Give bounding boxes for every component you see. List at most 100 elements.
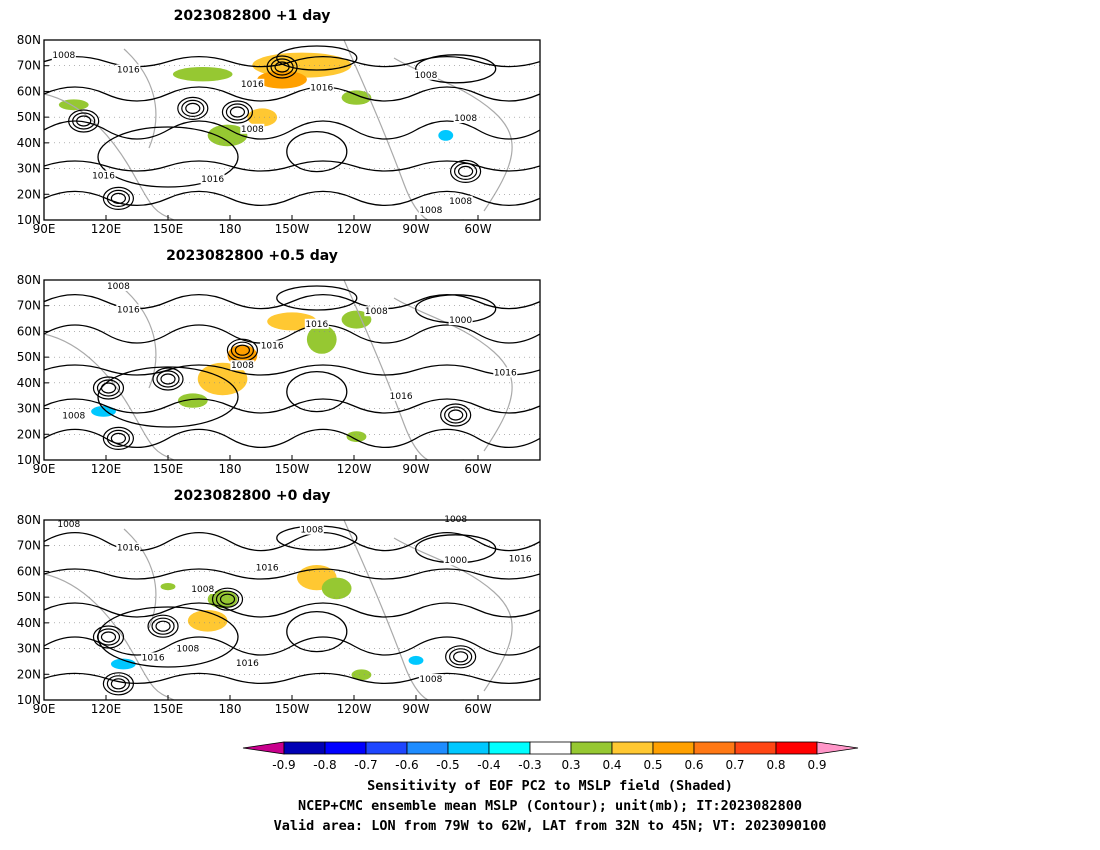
contour-label-bg	[389, 390, 414, 401]
contour-label-bg	[116, 542, 141, 553]
contour-label: 1008	[62, 412, 85, 422]
contour-label: 1016	[117, 65, 140, 75]
closed-isobar	[221, 100, 254, 124]
colorbar-tick-label: 0.5	[643, 758, 662, 772]
closed-isobar	[110, 678, 127, 690]
closed-isobar	[445, 645, 477, 669]
closed-isobar	[97, 606, 239, 668]
closed-isobar	[215, 590, 240, 608]
lat-tick-label: 30N	[17, 162, 41, 176]
closed-isobar	[444, 406, 468, 424]
colorbar: -0.9 -0.8 -0.7 -0.6 -0.5 -0.4 -0.3 0.3 0.4 0.5 0.6…	[242, 741, 859, 772]
closed-isobar	[225, 103, 250, 121]
colorbar-box	[447, 741, 490, 755]
contour-label: 1016	[117, 544, 140, 554]
contour-label-bg	[56, 519, 81, 530]
map-panel: 2023082800 +0 day 1008 1016 1016 1008 1008 100…	[17, 488, 541, 716]
sensitivity-shade	[346, 431, 367, 442]
closed-isobar	[266, 55, 298, 79]
isobar-contour	[44, 86, 540, 102]
lat-tick-label: 30N	[17, 402, 41, 416]
lat-tick-label: 70N	[17, 539, 41, 553]
closed-isobar	[229, 106, 246, 118]
contour-label-bg	[116, 64, 141, 75]
contour-label-bg	[493, 367, 518, 378]
closed-isobar	[147, 614, 179, 638]
panel-title: 2023082800 +1 day	[174, 8, 331, 24]
lon-tick-label: 150W	[275, 462, 310, 476]
closed-isobar	[106, 675, 131, 693]
contour-label-bg	[260, 340, 285, 351]
contour-label: 1016	[494, 368, 517, 378]
lat-tick-label: 10N	[17, 693, 41, 707]
lat-tick-label: 40N	[17, 616, 41, 630]
lon-tick-label: 120E	[91, 462, 122, 476]
sensitivity-shade	[177, 393, 208, 408]
lon-tick-label: 90E	[33, 702, 56, 716]
lat-tick-label: 70N	[17, 59, 41, 73]
sensitivity-shade	[306, 325, 337, 354]
colorbar-tick-label: -0.7	[354, 758, 377, 772]
closed-isobar	[453, 651, 469, 663]
colorbar-tick-label: 0.3	[561, 758, 580, 772]
contour-label-bg	[448, 195, 473, 206]
contour-label-bg	[230, 360, 255, 371]
lat-tick-label: 80N	[17, 33, 41, 47]
contour-label-bg	[453, 113, 478, 123]
lat-tick-label: 80N	[17, 273, 41, 287]
colorbar-tick-label: -0.4	[477, 758, 500, 772]
lon-tick-label: 180	[219, 222, 242, 236]
map-panel: 2023082800 +1 day 1008 1016 1016 1016 1008 100…	[17, 8, 541, 236]
contour-label: 1008	[107, 282, 130, 292]
closed-isobar	[102, 672, 135, 696]
contour-label: 1016	[201, 175, 224, 185]
isobar-contour	[44, 636, 540, 656]
lon-tick-label: 60W	[464, 702, 491, 716]
isobar-contour	[44, 364, 540, 376]
colorbar-box	[693, 741, 736, 755]
closed-isobar	[286, 610, 348, 653]
contour-label-bg	[51, 50, 76, 60]
map-panel: 2023082800 +0.5 day 1008 1016 1016 1008 1016 1…	[17, 248, 541, 476]
contour-label: 1000	[449, 316, 472, 326]
lat-tick-label: 40N	[17, 136, 41, 150]
lon-tick-label: 120E	[91, 702, 122, 716]
lat-tick-label: 50N	[17, 350, 41, 364]
contour-label-bg	[418, 204, 443, 215]
sensitivity-shade	[247, 108, 278, 127]
colorbar-box	[734, 741, 777, 755]
contour-label-bg	[141, 652, 166, 663]
contour-label-bg	[91, 170, 116, 181]
sensitivity-shade	[321, 577, 352, 600]
contour-label: 1016	[256, 563, 279, 573]
colorbar-box	[488, 741, 531, 755]
contour-label: 1016	[236, 659, 259, 669]
contour-label-bg	[413, 69, 438, 80]
coastline	[343, 40, 464, 220]
closed-isobar	[110, 432, 127, 444]
contour-label: 1008	[57, 520, 80, 530]
lon-tick-label: 90W	[402, 462, 429, 476]
contour-label: 1016	[241, 80, 264, 90]
isobar-contour	[44, 672, 540, 684]
contour-label-bg	[190, 584, 215, 594]
colorbar-tick-label: -0.6	[395, 758, 418, 772]
contour-label: 1008	[365, 307, 388, 317]
lat-tick-label: 20N	[17, 187, 41, 201]
closed-isobar	[415, 54, 497, 84]
caption-line: Valid area: LON from 79W to 62W, LAT fro…	[274, 818, 827, 834]
contour-label-bg	[448, 315, 473, 326]
contour-label: 1008	[419, 675, 442, 685]
lon-tick-label: 150E	[153, 702, 184, 716]
closed-isobar	[270, 58, 294, 76]
lon-tick-label: 150E	[153, 222, 184, 236]
contour-label-bg	[418, 674, 443, 684]
contour-label: 1016	[261, 341, 284, 351]
coastline	[393, 297, 513, 452]
lat-tick-label: 70N	[17, 299, 41, 313]
colorbar-box	[365, 741, 408, 755]
contour-label: 1016	[92, 172, 115, 182]
contour-label: 1016	[509, 554, 532, 564]
contour-label: 1008	[231, 361, 254, 371]
isobar-contour	[44, 602, 540, 618]
